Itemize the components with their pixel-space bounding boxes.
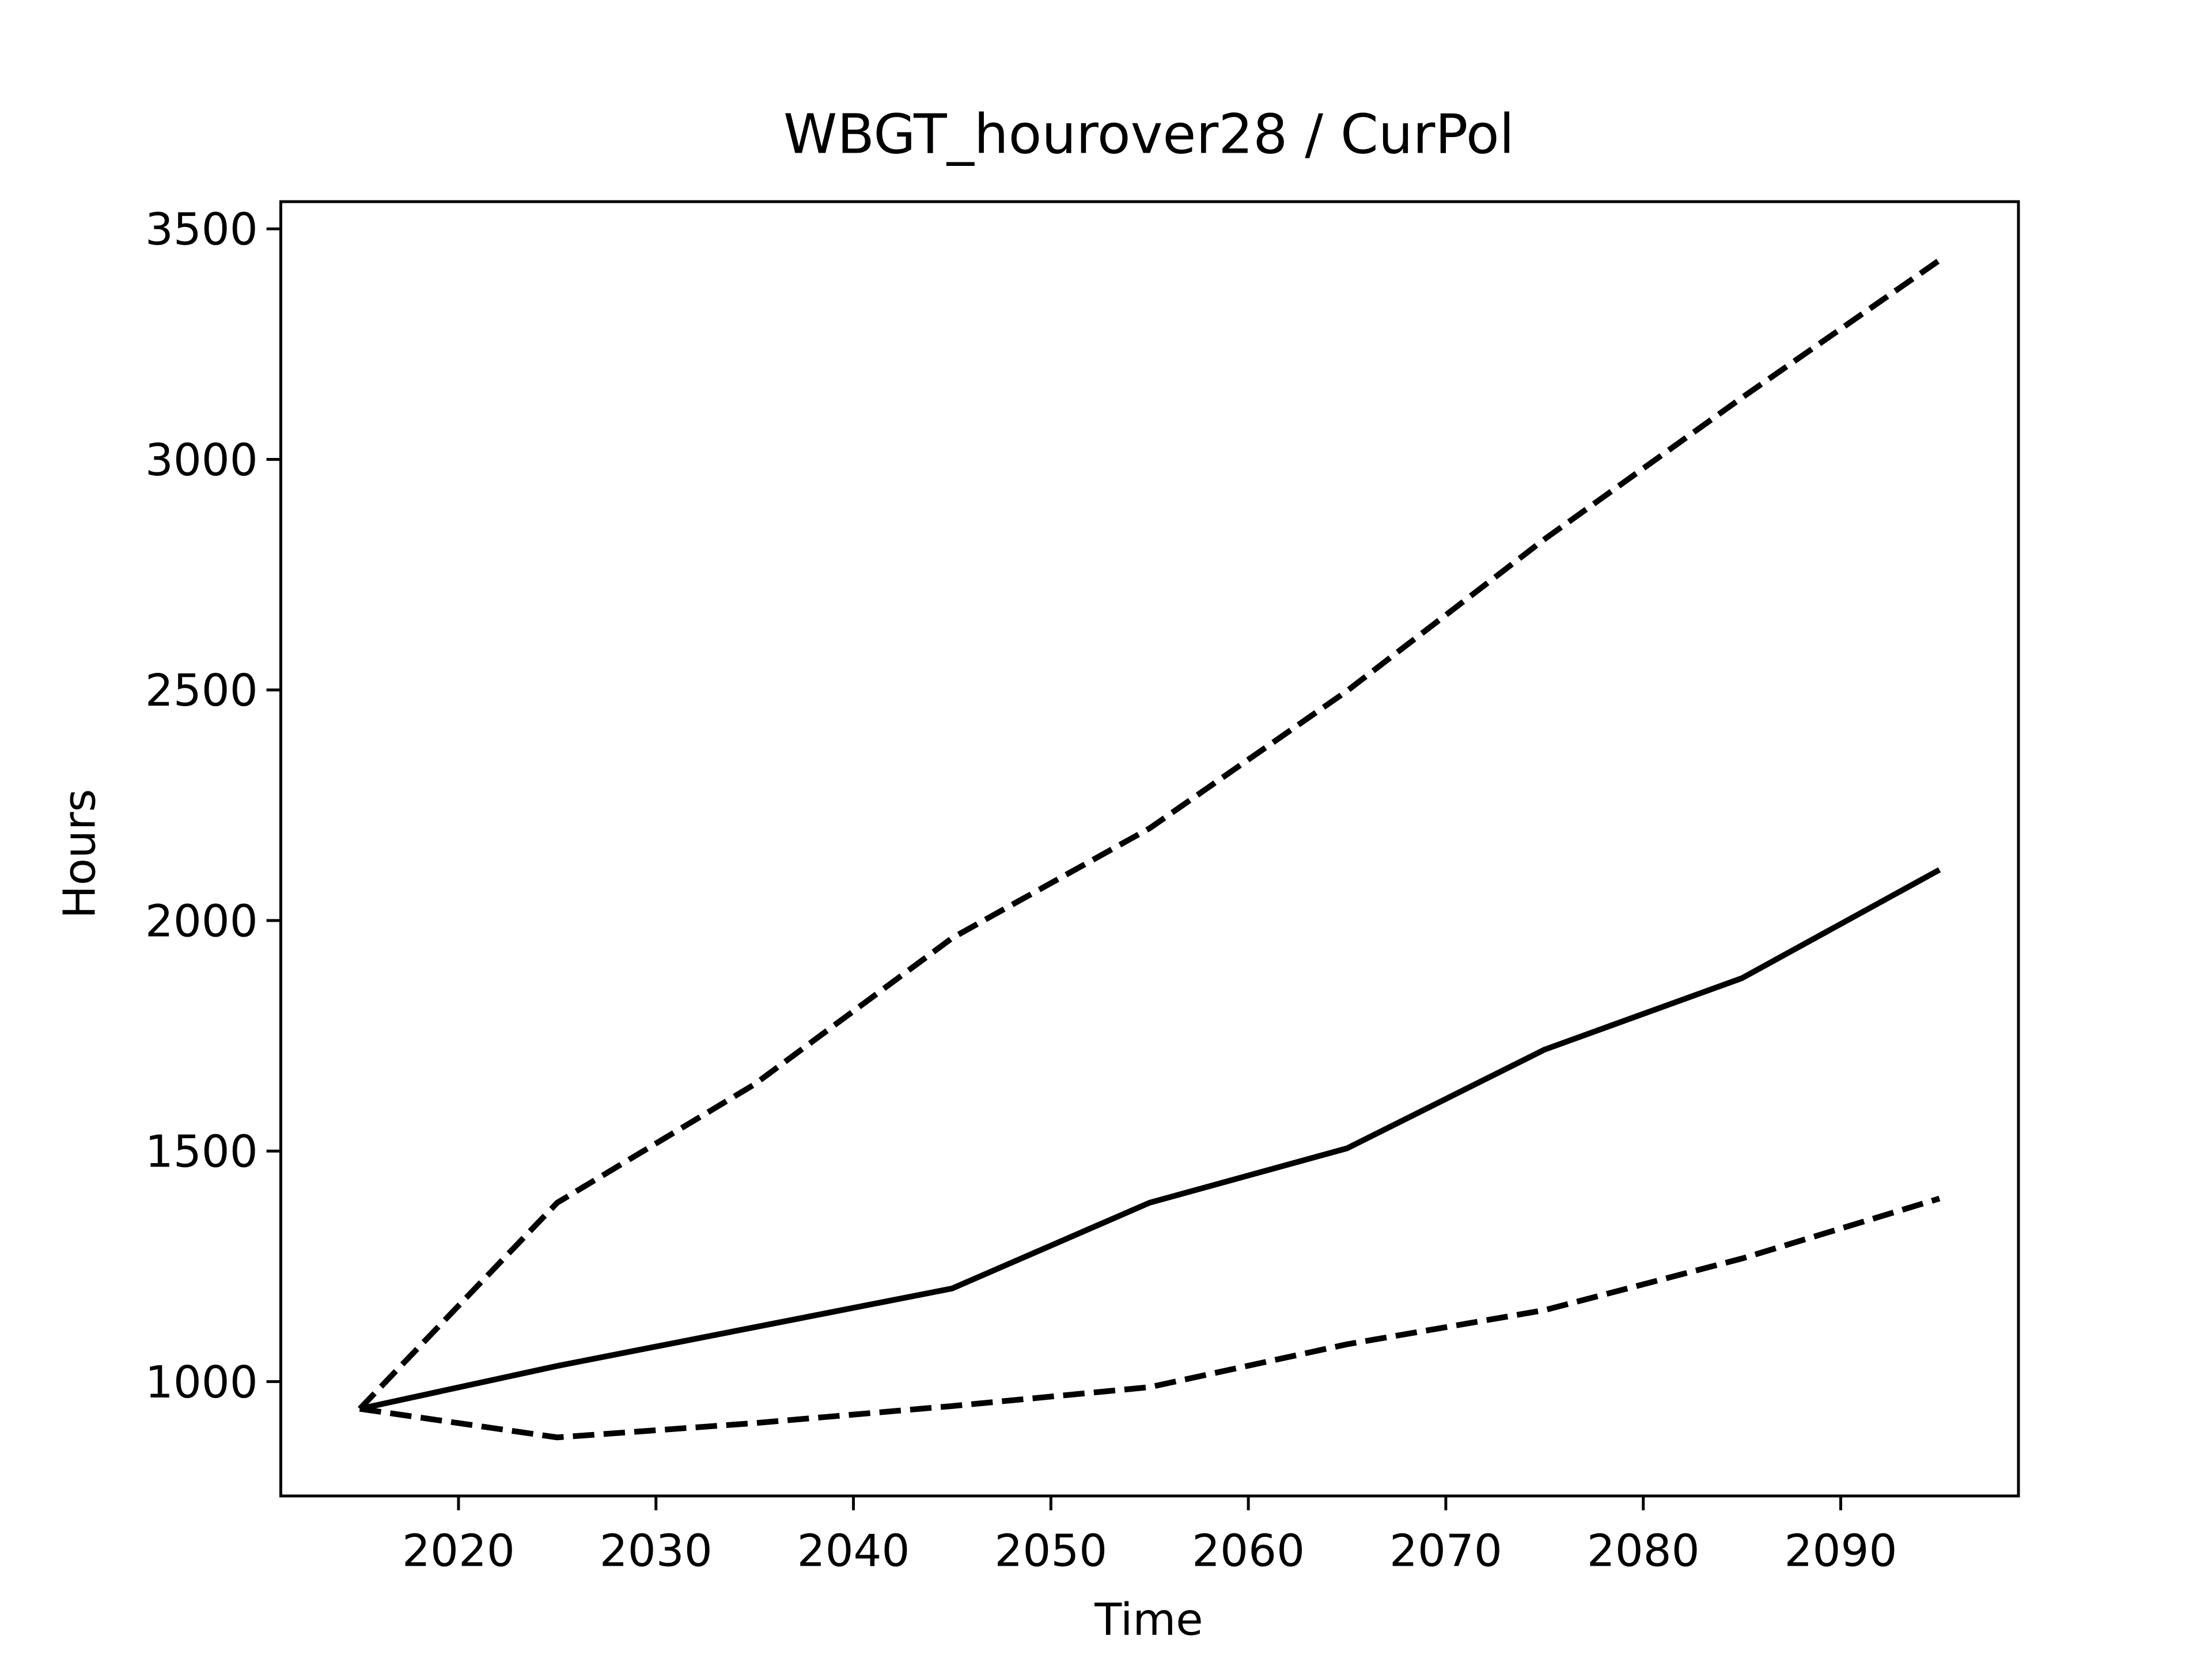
y-tick-label: 1000 [145, 1357, 258, 1408]
series-line [359, 867, 1941, 1412]
x-tick-label: 2020 [402, 1526, 515, 1577]
x-tick-label: 2080 [1587, 1526, 1700, 1577]
series-line [359, 1195, 1941, 1441]
y-tick-label: 3000 [145, 435, 258, 486]
chart-title: WBGT_hourover28 / CurPol [783, 103, 1514, 166]
y-tick-label: 1500 [145, 1127, 258, 1178]
x-tick-label: 2090 [1785, 1526, 1897, 1577]
y-tick-label: 2500 [145, 665, 258, 717]
x-axis-label: Time [1094, 1594, 1203, 1646]
x-tick-label: 2070 [1389, 1526, 1502, 1577]
x-tick-label: 2040 [797, 1526, 910, 1577]
series-line [357, 257, 1941, 1411]
y-tick-label: 2000 [145, 896, 258, 947]
y-tick-label: 3500 [145, 204, 258, 256]
plot-frame [279, 200, 2020, 1498]
x-tick-label: 2030 [600, 1526, 713, 1577]
y-axis-label: Hours [55, 789, 106, 918]
x-tick-label: 2050 [994, 1526, 1107, 1577]
x-tick-label: 2060 [1192, 1526, 1305, 1577]
